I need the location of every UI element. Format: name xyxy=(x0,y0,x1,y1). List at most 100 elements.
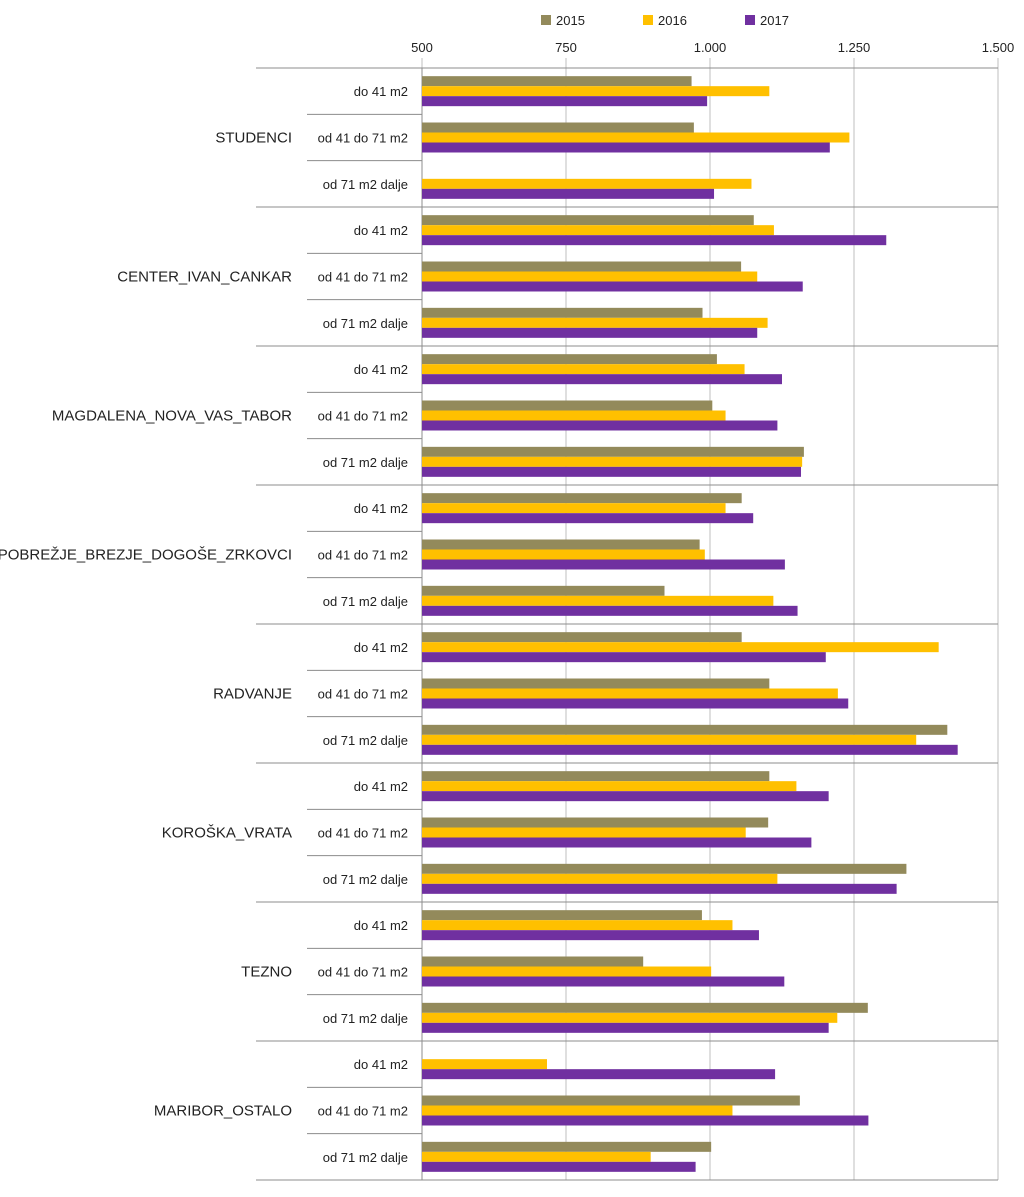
bar-2016 xyxy=(422,827,746,838)
bar-2017 xyxy=(422,1022,829,1033)
bar-2015 xyxy=(422,1095,800,1106)
bar-2015 xyxy=(422,539,700,550)
bar-2016 xyxy=(422,86,770,97)
bar-2017 xyxy=(422,1069,776,1080)
bar-2017 xyxy=(422,188,715,199)
size-category-label: do 41 m2 xyxy=(354,918,408,933)
bar-2015 xyxy=(422,493,742,504)
size-category-label: do 41 m2 xyxy=(354,501,408,516)
bar-2017 xyxy=(422,930,759,941)
bar-2017 xyxy=(422,513,754,524)
size-category-label: od 41 do 71 m2 xyxy=(318,548,408,563)
bar-2017 xyxy=(422,837,812,848)
bar-2016 xyxy=(422,317,768,328)
x-tick-label: 500 xyxy=(411,40,433,55)
size-category-label: od 71 m2 dalje xyxy=(323,1011,408,1026)
bar-2015 xyxy=(422,1002,868,1013)
bar-2016 xyxy=(422,595,774,606)
bar-2017 xyxy=(422,744,958,755)
bar-2016 xyxy=(422,642,939,653)
bar-2015 xyxy=(422,122,694,133)
x-axis-ticks: 500 750 1.000 1.250 1.500 xyxy=(411,40,1014,55)
bar-2015 xyxy=(422,678,770,689)
bar-2016 xyxy=(422,734,917,745)
bar-2015 xyxy=(422,446,804,457)
bar-2015 xyxy=(422,400,713,411)
size-category-label: od 41 do 71 m2 xyxy=(318,826,408,841)
bar-2017 xyxy=(422,235,887,246)
bar-2017 xyxy=(422,976,785,987)
bar-2017 xyxy=(422,883,897,894)
legend-label-2017: 2017 xyxy=(760,13,789,28)
bar-2017 xyxy=(422,698,849,709)
size-category-label: od 71 m2 dalje xyxy=(323,733,408,748)
x-tick-label: 750 xyxy=(555,40,577,55)
x-tick-label: 1.000 xyxy=(694,40,727,55)
size-category-label: od 41 do 71 m2 xyxy=(318,687,408,702)
bar-2015 xyxy=(422,215,754,226)
bar-2015 xyxy=(422,863,907,874)
bar-2017 xyxy=(422,1115,869,1126)
bar-2016 xyxy=(422,503,726,514)
legend-swatch-2016 xyxy=(643,15,653,25)
bar-2016 xyxy=(422,225,774,236)
bar-2015 xyxy=(422,1141,712,1152)
bar-2015 xyxy=(422,956,644,967)
size-category-label: od 71 m2 dalje xyxy=(323,316,408,331)
bar-2017 xyxy=(422,327,758,338)
bar-2017 xyxy=(422,142,830,153)
bar-2015 xyxy=(422,307,703,318)
bar-2016 xyxy=(422,920,733,931)
size-category-label: do 41 m2 xyxy=(354,84,408,99)
size-category-label: od 71 m2 dalje xyxy=(323,177,408,192)
bar-2017 xyxy=(422,652,826,663)
size-category-label: do 41 m2 xyxy=(354,1057,408,1072)
district-label: CENTER_IVAN_CANKAR xyxy=(117,269,292,286)
bar-2017 xyxy=(422,374,782,385)
size-category-label: do 41 m2 xyxy=(354,223,408,238)
bar-2015 xyxy=(422,632,742,643)
legend-swatch-2017 xyxy=(745,15,755,25)
x-tick-label: 1.250 xyxy=(838,40,871,55)
size-category-label: od 71 m2 dalje xyxy=(323,1150,408,1165)
bar-2016 xyxy=(422,364,745,375)
category-separators xyxy=(256,67,998,1181)
bar-2016 xyxy=(422,1151,651,1162)
bar-2015 xyxy=(422,910,702,921)
bar-2017 xyxy=(422,791,829,802)
bar-2016 xyxy=(422,966,712,977)
bar-2016 xyxy=(422,781,797,792)
bar-2015 xyxy=(422,261,742,272)
bar-2015 xyxy=(422,771,770,782)
size-category-label: od 71 m2 dalje xyxy=(323,872,408,887)
size-category-label: od 41 do 71 m2 xyxy=(318,409,408,424)
size-category-label: od 71 m2 dalje xyxy=(323,594,408,609)
district-label: MAGDALENA_NOVA_VAS_TABOR xyxy=(52,408,292,425)
district-label: MARIBOR_OSTALO xyxy=(154,1103,292,1120)
size-category-label: od 41 do 71 m2 xyxy=(318,965,408,980)
bar-2016 xyxy=(422,873,778,884)
category-labels: STUDENCI do 41 m2 od 41 do 71 m2 od 71 m2 d… xyxy=(0,84,408,1165)
bar-2016 xyxy=(422,456,803,467)
bar-2016 xyxy=(422,688,838,699)
x-tick-label: 1.500 xyxy=(982,40,1015,55)
district-label: RADVANJE xyxy=(213,686,292,703)
bar-2015 xyxy=(422,76,692,87)
bar-2015 xyxy=(422,585,665,596)
legend: 2015 2016 2017 xyxy=(541,13,789,28)
size-category-label: do 41 m2 xyxy=(354,640,408,655)
bar-2017 xyxy=(422,96,708,107)
size-category-label: do 41 m2 xyxy=(354,362,408,377)
bar-2016 xyxy=(422,271,758,282)
size-category-label: od 41 do 71 m2 xyxy=(318,131,408,146)
legend-label-2016: 2016 xyxy=(658,13,687,28)
bar-2016 xyxy=(422,410,726,421)
bar-2017 xyxy=(422,420,778,431)
bar-2016 xyxy=(422,1059,547,1070)
bar-2016 xyxy=(422,178,752,189)
district-label: STUDENCI xyxy=(215,130,292,147)
size-category-label: od 41 do 71 m2 xyxy=(318,270,408,285)
bar-2015 xyxy=(422,817,769,828)
